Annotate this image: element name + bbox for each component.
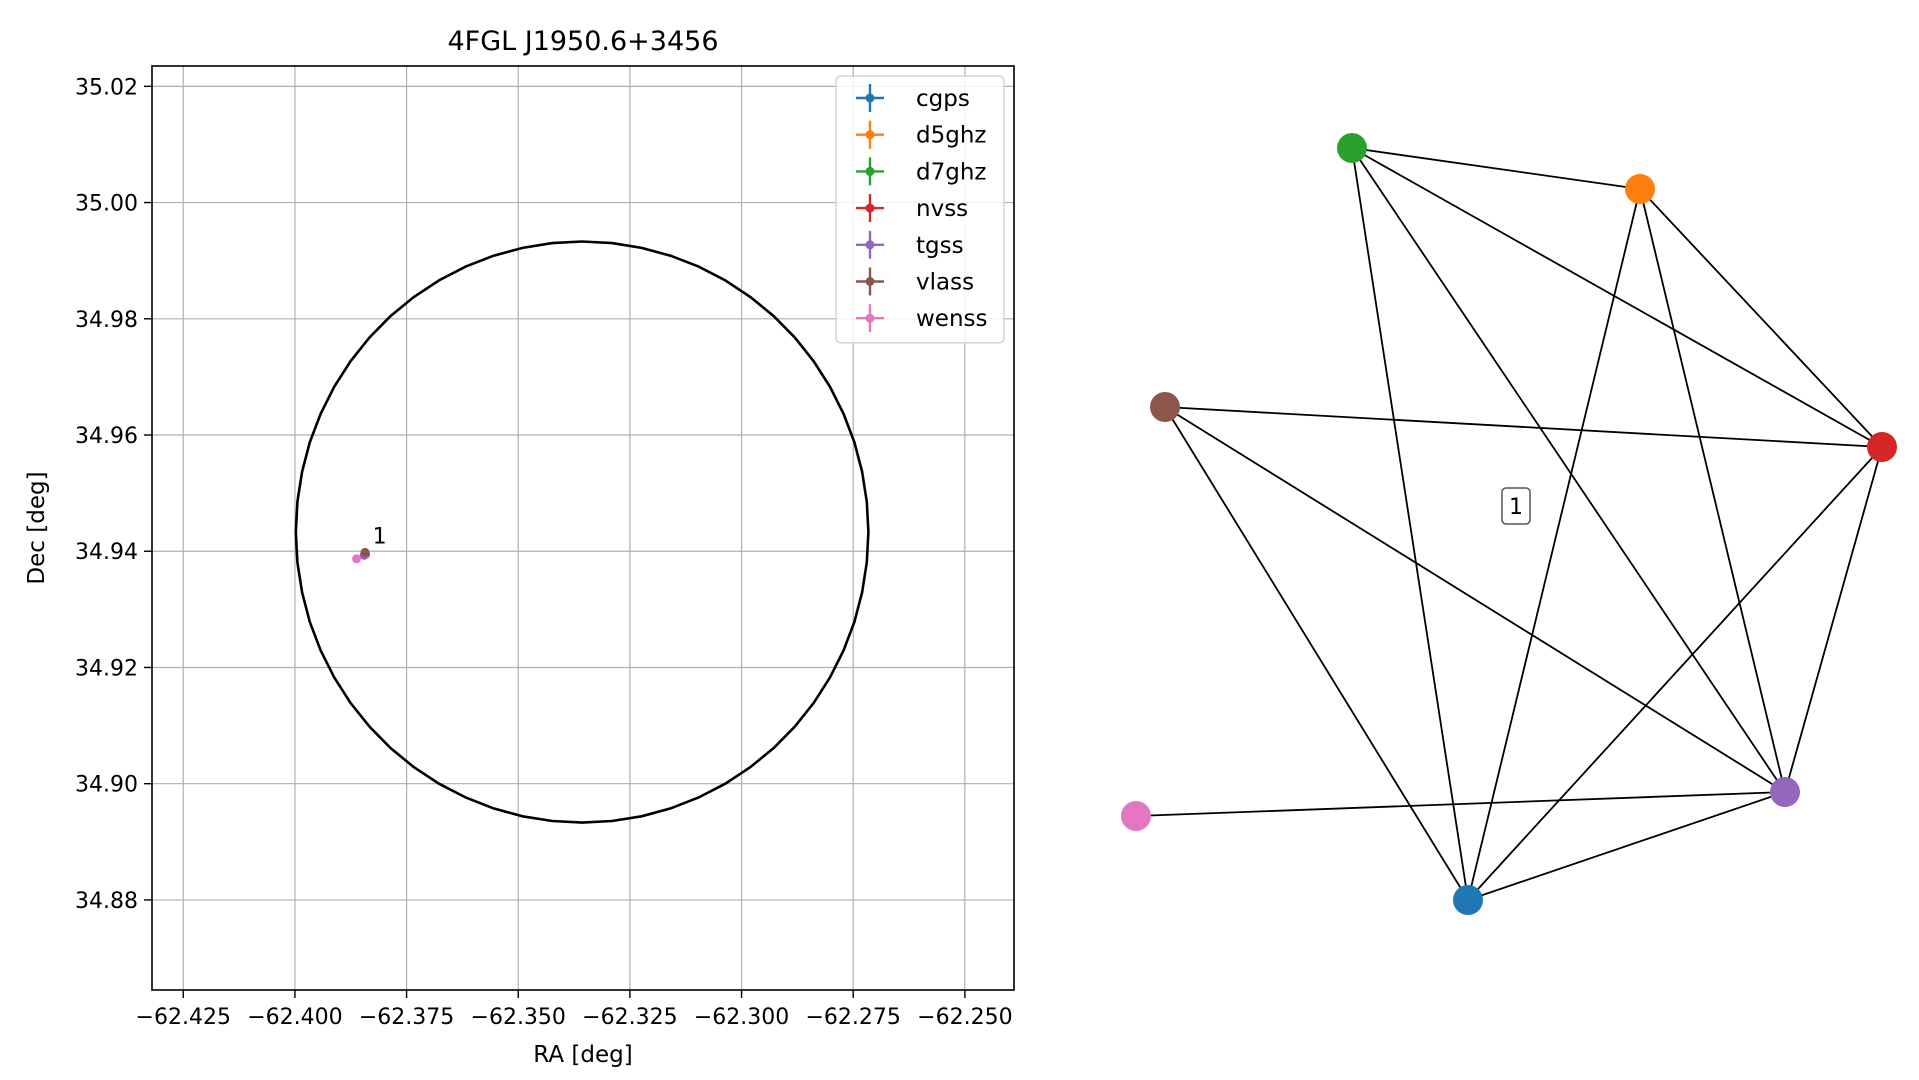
y-axis-label: Dec [deg] [24,471,50,584]
edge-cgps-tgss [1467,791,1786,901]
y-tick-label: 34.94 [75,540,138,565]
legend-box [835,75,1005,344]
legend-label-cgps: cgps [916,86,970,112]
group-label: 1 [1501,487,1531,525]
node-tgss [1770,777,1800,807]
x-tick-label: −62.325 [582,1005,677,1030]
chart-title: 4FGL J1950.6+3456 [447,26,718,57]
legend-label-nvss: nvss [916,196,968,222]
node-nvss [1867,432,1897,462]
legend-label-d7ghz: d7ghz [916,159,986,185]
y-tick-label: 34.98 [75,308,138,333]
point-annotation: 1 [373,524,387,549]
node-cgps [1453,885,1483,915]
legend-marker-vlass [865,277,875,286]
y-tick-label: 35.00 [75,192,138,217]
legend-label-vlass: vlass [916,270,974,296]
x-axis-label: RA [deg] [533,1042,632,1068]
scatter-panel: 1 −62.425 −62.400 −62.375 −62.350 −62.325 −62… [24,26,1015,1068]
legend-marker-tgss [865,240,875,250]
x-tick-label: −62.300 [694,1005,789,1030]
legend-label-d5ghz: d5ghz [916,123,986,149]
edge-d7ghz-cgps [1351,147,1469,901]
group-label-text: 1 [1509,495,1523,520]
x-tick-label: −62.400 [247,1005,342,1030]
y-tick-label: 35.02 [75,75,138,100]
legend-marker-nvss [865,203,875,213]
node-d5ghz [1625,174,1655,204]
legend: cgps d5ghz d7ghz nvss tgss vlass wenss [835,75,1005,344]
error-ellipse [294,240,870,824]
x-tick-label: −62.350 [471,1005,566,1030]
edge-nvss-tgss [1784,446,1883,793]
point-vlass [360,547,370,557]
y-tick-label: 34.90 [75,773,138,798]
edges [1135,147,1883,901]
legend-marker-wenss [865,313,875,323]
edge-d5ghz-tgss [1639,188,1786,793]
x-tick-label: −62.375 [359,1005,454,1030]
edge-d7ghz-d5ghz [1351,147,1641,190]
y-tick-label: 34.96 [75,424,138,449]
legend-marker-d7ghz [865,166,875,176]
node-vlass [1150,392,1180,422]
edge-d5ghz-cgps [1467,188,1641,901]
y-tick-label: 34.88 [75,889,138,914]
network-panel: 1 [1121,133,1897,915]
edge-vlass-nvss [1164,406,1883,448]
x-tick-label: −62.275 [806,1005,901,1030]
legend-marker-cgps [865,93,875,103]
edge-wenss-tgss [1135,791,1786,817]
axes-frame [151,65,1015,991]
ticks: −62.425 −62.400 −62.375 −62.350 −62.325 −62.3… [75,75,1013,1030]
edge-d7ghz-tgss [1351,147,1786,793]
legend-label-wenss: wenss [916,306,988,332]
node-d7ghz [1337,133,1367,163]
legend-marker-d5ghz [865,130,875,140]
x-tick-label: −62.425 [136,1005,231,1030]
edge-vlass-tgss [1164,406,1786,793]
edge-d7ghz-nvss [1351,147,1883,448]
group-label-box [1501,487,1531,525]
edge-nvss-cgps [1467,446,1883,901]
legend-label-tgss: tgss [916,233,964,259]
edge-d5ghz-nvss [1639,188,1883,448]
x-tick-label: −62.250 [917,1005,1012,1030]
nodes [1121,133,1897,915]
points-layer: 1 [352,524,387,564]
node-wenss [1121,801,1151,831]
edge-vlass-cgps [1164,406,1469,901]
ellipse-layer [294,240,870,824]
point-wenss [352,554,362,564]
y-tick-label: 34.92 [75,656,138,681]
